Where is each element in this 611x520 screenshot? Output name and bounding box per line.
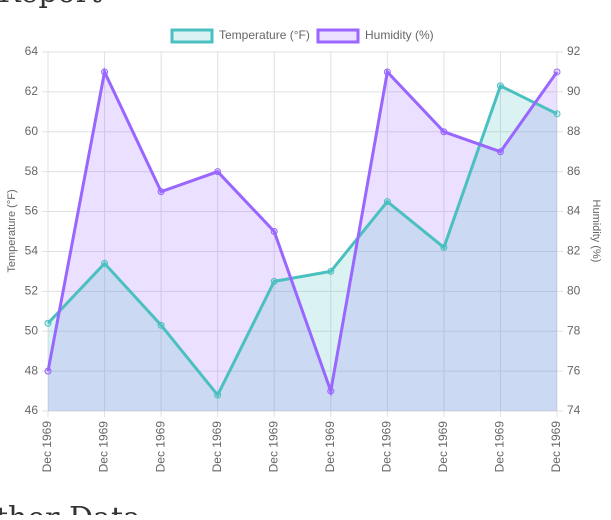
data-point	[553, 68, 561, 76]
data-point	[327, 387, 335, 395]
y-tick-label: 48	[25, 363, 39, 377]
data-point	[214, 168, 222, 176]
legend-label: Temperature (°F)	[219, 28, 310, 42]
x-tick-label: Dec 1969	[436, 421, 450, 473]
y-tick-label: 58	[25, 164, 39, 178]
data-point	[440, 243, 448, 251]
data-point	[157, 188, 165, 196]
x-tick-label: Dec 1969	[210, 421, 224, 473]
data-point	[270, 228, 278, 235]
x-tick-label: Dec 1969	[493, 421, 507, 473]
y-tick-label: 60	[25, 124, 39, 138]
legend-swatch	[316, 28, 360, 44]
y2-tick-label: 78	[567, 323, 581, 337]
x-tick-label: Dec 1969	[549, 421, 563, 473]
y-tick-label: 46	[25, 403, 39, 417]
data-point	[496, 148, 504, 156]
x-tick-label: Dec 1969	[323, 421, 337, 473]
y-tick-label: 56	[25, 204, 39, 218]
data-point	[101, 68, 109, 76]
y2-tick-label: 84	[567, 204, 581, 218]
x-tick-label: Dec 1969	[40, 421, 54, 473]
data-point	[214, 391, 222, 399]
series-area	[48, 71, 557, 411]
y-tick-label: 52	[25, 284, 39, 298]
series-line	[46, 67, 559, 397]
y2-tick-label: 80	[567, 284, 581, 298]
data-point	[157, 321, 165, 329]
section-heading: ther Data	[0, 501, 141, 515]
series-area	[48, 85, 557, 412]
y2-tick-label: 86	[567, 164, 581, 178]
x-tick-label: Dec 1969	[153, 421, 167, 473]
y-axis-title: Temperature (°F)	[6, 189, 18, 272]
data-point	[496, 82, 504, 90]
y2-tick-label: 92	[567, 44, 581, 58]
legend-swatch	[170, 28, 214, 44]
x-tick-label: Dec 1969	[97, 421, 111, 473]
y2-tick-label: 74	[567, 403, 581, 417]
data-point	[101, 259, 109, 267]
data-point	[44, 319, 52, 327]
y2-tick-label: 76	[567, 363, 581, 377]
y-tick-label: 54	[25, 244, 39, 258]
data-point	[553, 110, 561, 118]
data-point	[383, 68, 391, 76]
y2-tick-label: 82	[567, 244, 581, 258]
y-tick-label: 62	[25, 84, 39, 98]
y-tick-label: 50	[25, 323, 39, 337]
y2-tick-label: 90	[567, 84, 581, 98]
x-tick-label: Dec 1969	[266, 421, 280, 473]
page-heading: Report	[0, 0, 102, 10]
data-point	[44, 367, 52, 375]
data-point	[327, 267, 335, 275]
series-line	[46, 83, 558, 398]
y2-tick-label: 88	[567, 124, 581, 138]
y-tick-label: 64	[25, 44, 39, 58]
legend-label: Humidity (%)	[365, 28, 434, 42]
x-tick-label: Dec 1969	[380, 421, 394, 473]
data-point	[270, 277, 278, 285]
data-point	[440, 128, 448, 136]
y2-axis-title: Humidity (%)	[590, 200, 602, 263]
data-point	[383, 198, 391, 206]
